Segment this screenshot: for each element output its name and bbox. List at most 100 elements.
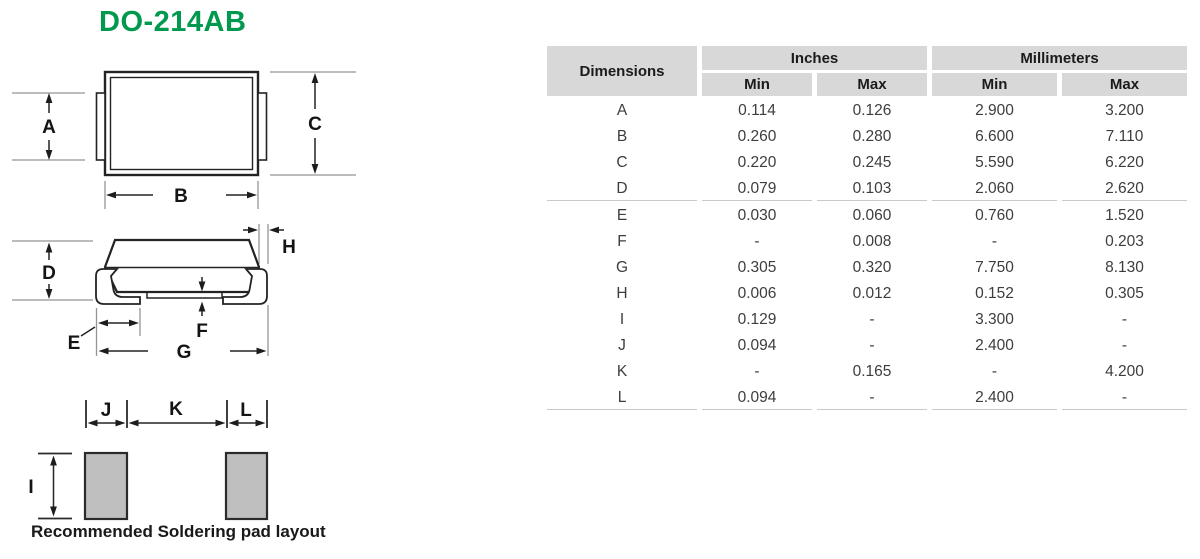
top-view: A C B [12,70,356,209]
dim-d: D [42,242,56,299]
value-cell: 0.220 [737,153,777,171]
dim-h: H [243,226,296,258]
value-cell: 0.008 [852,232,892,250]
value-cell: 0.260 [737,127,777,145]
value-cell: - [817,386,927,410]
dim-label-i: I [28,477,33,498]
dim-label-g: G [177,342,192,363]
right-solder-pad [224,451,269,521]
table-row: A 0.114 0.126 2.900 3.200 [547,99,1187,122]
value-cell: - [754,362,760,380]
leader-line [80,326,96,337]
table-row: I 0.129 - 3.300 - [547,308,1187,331]
table-row: E 0.030 0.060 0.760 1.520 [547,204,1187,227]
dim-cell: D [547,177,697,201]
value-cell: 2.900 [975,101,1014,119]
dim-f: F [196,277,208,342]
dim-cell: K [616,362,628,380]
dim-label-b: B [174,186,188,207]
dim-g: G [98,342,267,363]
value-cell: - [1121,336,1128,354]
dim-label-f: F [196,321,208,342]
value-cell: 0.012 [852,284,892,302]
value-cell: 0.094 [737,336,777,354]
dim-c: C [308,73,322,174]
col-header-mm-min: Min [932,73,1057,96]
dim-cell: C [616,153,628,171]
dim-cell: J [618,336,626,354]
dim-cell: G [615,258,629,276]
value-cell: 0.203 [1105,232,1144,250]
table-row: G 0.305 0.320 7.750 8.130 [547,256,1187,279]
left-lead [95,268,141,305]
value-cell: 0.006 [737,284,777,302]
value-cell: 2.400 [975,336,1014,354]
value-cell: - [1121,310,1128,328]
dim-cell: A [616,101,628,119]
value-cell: - [991,362,998,380]
table-row: D 0.079 0.103 2.060 2.620 [547,177,1187,201]
value-cell: 2.400 [932,386,1057,410]
table-row: C 0.220 0.245 5.590 6.220 [547,151,1187,174]
table-row: F - 0.008 - 0.203 [547,230,1187,253]
dim-cell: H [616,284,628,302]
dim-cell: E [616,206,628,224]
value-cell: 0.079 [702,177,812,201]
value-cell: 1.520 [1105,206,1144,224]
value-cell: 6.600 [975,127,1014,145]
value-cell: 0.305 [737,258,777,276]
dim-label-d: D [42,263,56,284]
value-cell: 4.200 [1105,362,1144,380]
value-cell: 0.760 [975,206,1014,224]
value-cell: - [869,310,875,328]
left-solder-pad [83,451,129,521]
left-terminal-tab [95,92,106,161]
dim-label-k: K [169,399,183,420]
value-cell: 2.620 [1062,177,1187,201]
value-cell: 3.200 [1105,101,1144,119]
value-cell: - [1062,386,1187,410]
dim-b: B [106,186,257,207]
value-cell: 0.126 [852,101,892,119]
value-cell: 0.030 [737,206,777,224]
table-row: K - 0.165 - 4.200 [547,360,1187,383]
pad-layout-caption: Recommended Soldering pad layout [31,522,326,541]
value-cell: 0.165 [852,362,892,380]
value-cell: 5.590 [975,153,1014,171]
body-bottom-standoff [146,292,223,299]
col-header-inches-min: Min [702,73,812,96]
value-cell: - [869,336,875,354]
dim-label-j: J [101,400,112,421]
table-row: H 0.006 0.012 0.152 0.305 [547,282,1187,305]
value-cell: 0.280 [852,127,892,145]
col-header-inches-max: Max [817,73,927,96]
value-cell: 7.110 [1105,127,1144,145]
dimensions-table: Dimensions Inches Millimeters Min Max Mi… [542,43,1192,413]
right-lead [222,268,268,305]
dim-label-l: L [240,400,252,421]
value-cell: 7.750 [975,258,1014,276]
right-terminal-tab [257,92,268,161]
dim-label-a: A [42,117,56,138]
dim-j: J [87,400,126,427]
value-cell: - [991,232,998,250]
dim-cell: F [617,232,627,250]
col-group-millimeters: Millimeters [932,46,1187,70]
solder-pad-layout: J K L I [28,399,269,521]
value-cell: - [754,232,760,250]
dim-cell: L [547,386,697,410]
col-group-inches: Inches [702,46,927,70]
value-cell: 8.130 [1105,258,1144,276]
col-header-mm-max: Max [1062,73,1187,96]
dim-i: I [28,452,72,520]
value-cell: 0.114 [738,101,776,119]
dim-cell: I [619,310,625,328]
package-title: DO-214AB [99,6,247,38]
value-cell: 0.094 [702,386,812,410]
value-cell: 0.152 [975,284,1014,302]
dim-k: K [128,399,226,427]
value-cell: 0.245 [852,153,892,171]
value-cell: 0.060 [852,206,892,224]
dim-a: A [42,93,56,160]
value-cell: 0.320 [852,258,892,276]
